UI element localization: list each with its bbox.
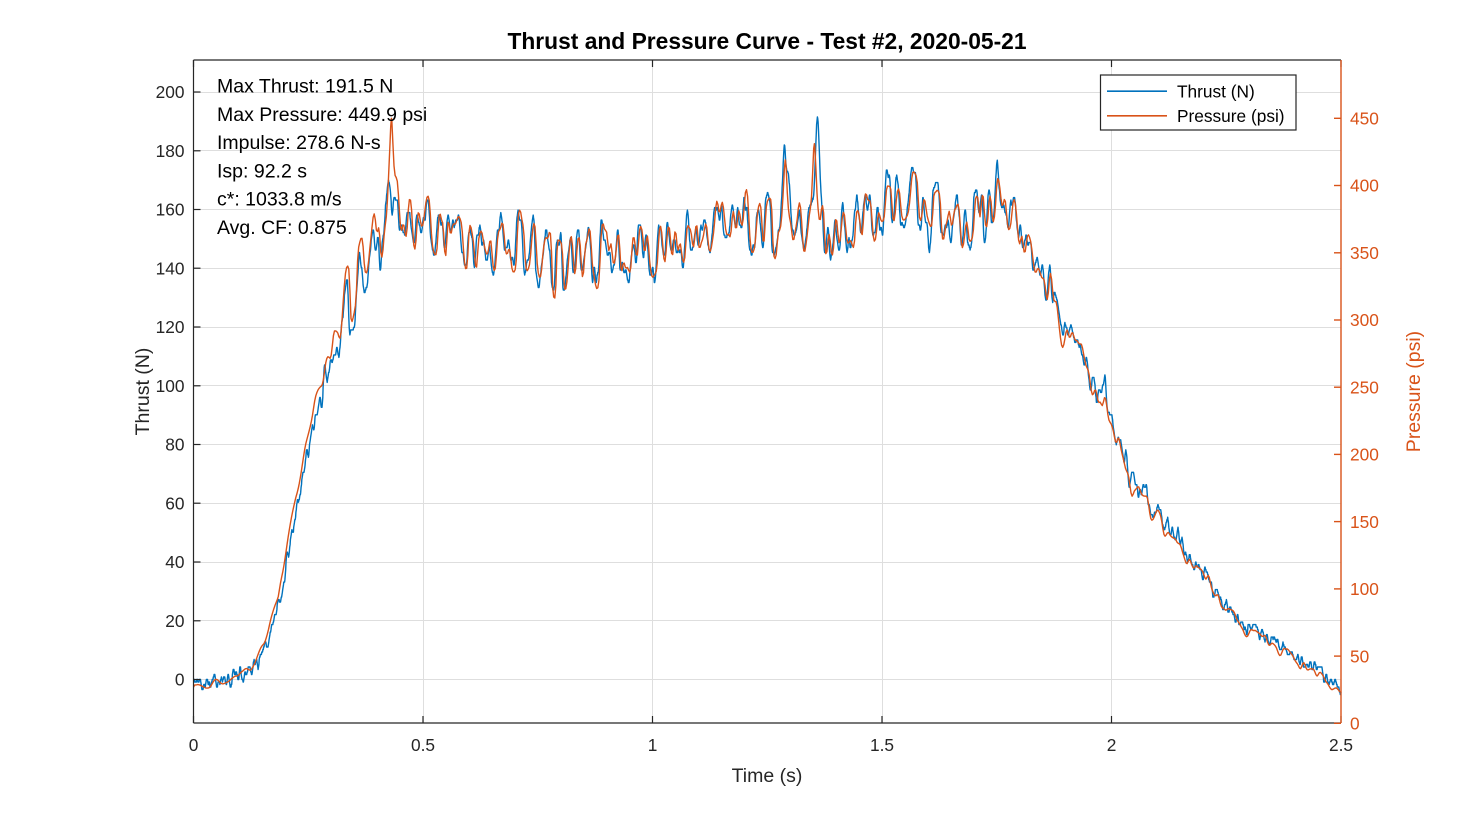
- svg-text:0: 0: [175, 670, 185, 690]
- svg-text:300: 300: [1350, 310, 1379, 330]
- svg-text:350: 350: [1350, 243, 1379, 263]
- svg-text:Avg. CF: 0.875: Avg. CF: 0.875: [217, 217, 347, 239]
- svg-text:100: 100: [1350, 579, 1379, 599]
- svg-text:Pressure (psi): Pressure (psi): [1177, 106, 1285, 126]
- svg-text:Max Pressure: 449.9 psi: Max Pressure: 449.9 psi: [217, 104, 427, 126]
- svg-text:400: 400: [1350, 176, 1379, 196]
- svg-text:40: 40: [165, 552, 184, 572]
- svg-text:Pressure (psi): Pressure (psi): [1403, 331, 1425, 452]
- svg-text:2: 2: [1107, 735, 1117, 755]
- svg-text:c*: 1033.8 m/s: c*: 1033.8 m/s: [217, 189, 342, 211]
- svg-text:250: 250: [1350, 377, 1379, 397]
- svg-text:200: 200: [1350, 445, 1379, 465]
- svg-text:160: 160: [156, 200, 185, 220]
- svg-text:Max Thrust: 191.5 N: Max Thrust: 191.5 N: [217, 76, 393, 98]
- svg-text:20: 20: [165, 611, 184, 631]
- svg-text:0: 0: [1350, 714, 1360, 734]
- svg-text:60: 60: [165, 493, 184, 513]
- svg-text:150: 150: [1350, 512, 1379, 532]
- svg-text:Thrust (N): Thrust (N): [1177, 82, 1255, 102]
- svg-text:120: 120: [156, 317, 185, 337]
- svg-text:80: 80: [165, 435, 184, 455]
- svg-text:0: 0: [189, 735, 199, 755]
- svg-text:Time (s): Time (s): [732, 765, 803, 787]
- svg-text:200: 200: [156, 82, 185, 102]
- svg-text:Impulse: 278.6 N-s: Impulse: 278.6 N-s: [217, 132, 381, 154]
- svg-text:140: 140: [156, 258, 185, 278]
- svg-text:180: 180: [156, 141, 185, 161]
- svg-text:450: 450: [1350, 109, 1379, 129]
- svg-text:Thrust and Pressure Curve - Te: Thrust and Pressure Curve - Test #2, 202…: [507, 28, 1026, 54]
- svg-text:0.5: 0.5: [411, 735, 435, 755]
- svg-text:1: 1: [648, 735, 658, 755]
- svg-text:100: 100: [156, 376, 185, 396]
- svg-text:50: 50: [1350, 646, 1369, 666]
- svg-text:Thrust (N): Thrust (N): [132, 348, 154, 436]
- svg-text:Isp: 92.2 s: Isp: 92.2 s: [217, 160, 307, 182]
- svg-text:1.5: 1.5: [870, 735, 894, 755]
- svg-text:2.5: 2.5: [1329, 735, 1353, 755]
